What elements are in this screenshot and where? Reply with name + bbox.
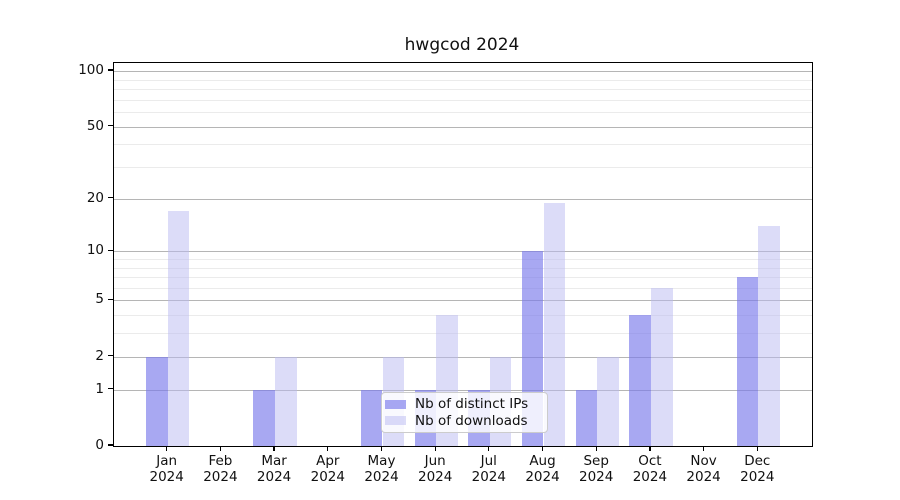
bar-distinct-ips-dec [736, 277, 759, 446]
x-axis-tick [649, 446, 651, 451]
bar-downloads-sep [597, 356, 619, 446]
legend: Nb of distinct IPs Nb of downloads [381, 392, 548, 433]
bar-downloads-jan [167, 211, 190, 446]
x-axis-tick-label: Dec 2024 [740, 453, 775, 485]
y-axis-tick [108, 196, 113, 199]
gridline-minor [114, 79, 812, 81]
x-axis-tick [595, 446, 597, 451]
chart-title: hwgcod 2024 [404, 35, 520, 55]
bar-downloads-oct [650, 287, 673, 446]
y-axis-tick [108, 355, 113, 357]
x-axis-tick [434, 446, 436, 451]
legend-item-downloads: Nb of downloads [385, 413, 539, 430]
gridline-minor [114, 88, 812, 90]
bar-downloads-dec [758, 226, 780, 446]
y-axis-tick [108, 69, 113, 71]
y-axis-tick-label: 50 [86, 117, 104, 134]
y-axis-tick-label: 0 [95, 437, 104, 453]
x-axis-tick [541, 446, 544, 451]
bar-distinct-ips-oct [629, 315, 651, 446]
legend-swatch-distinct-ips [385, 399, 406, 409]
bar-distinct-ips-jan [146, 356, 168, 446]
gridline-major [114, 71, 812, 72]
y-axis-tick-label: 5 [95, 291, 104, 308]
gridline-minor [114, 287, 812, 289]
y-axis-tick-label: 1 [95, 380, 104, 397]
y-axis-tick [108, 444, 113, 446]
y-axis-tick [108, 249, 113, 251]
bar-downloads-mar [275, 356, 297, 446]
gridline-minor [114, 167, 812, 168]
gridline-minor [114, 267, 812, 269]
x-axis-tick-label: Aug 2024 [525, 453, 560, 485]
y-axis-tick-label: 2 [95, 347, 104, 364]
y-axis-tick [108, 124, 113, 127]
gridline-major [114, 198, 812, 200]
plot-area [113, 62, 813, 447]
bar-distinct-ips-sep [575, 389, 598, 446]
x-axis-tick [273, 446, 275, 451]
x-axis-tick [219, 446, 222, 451]
x-axis-tick-label: Jul 2024 [471, 453, 506, 485]
gridline-major [114, 389, 812, 391]
y-axis-tick [108, 298, 113, 301]
gridline-major [114, 126, 812, 128]
y-axis-tick-label: 100 [78, 62, 104, 78]
legend-label-downloads: Nb of downloads [415, 412, 528, 429]
gridline-minor [114, 315, 812, 317]
gridline-major [114, 300, 812, 302]
x-axis-tick [166, 446, 168, 451]
legend-label-distinct-ips: Nb of distinct IPs [415, 396, 529, 413]
legend-swatch-downloads [385, 416, 406, 426]
gridline-minor [114, 333, 812, 335]
x-axis-tick-label: Jan 2024 [149, 453, 184, 485]
legend-item-distinct-ips: Nb of distinct IPs [385, 396, 539, 413]
y-axis-tick-label: 20 [86, 189, 104, 206]
y-axis-tick [108, 388, 113, 390]
x-axis-tick-label: Mar 2024 [256, 453, 292, 485]
x-axis-tick-label: Apr 2024 [310, 453, 345, 485]
gridline-minor [114, 258, 812, 260]
gridline-major [114, 356, 812, 358]
x-axis-tick-label: Nov 2024 [686, 453, 721, 485]
x-axis-tick [327, 446, 329, 451]
x-axis-tick [702, 446, 705, 451]
gridline-minor [114, 99, 812, 101]
x-axis-tick-label: Oct 2024 [632, 453, 668, 485]
gridline-minor [114, 144, 812, 146]
x-axis-tick [488, 446, 490, 451]
x-axis-tick-label: May 2024 [364, 453, 399, 485]
y-axis-tick-label: 10 [86, 242, 104, 259]
bar-distinct-ips-may [360, 389, 383, 446]
x-axis-tick-label: Sep 2024 [579, 453, 614, 485]
bar-distinct-ips-mar [253, 389, 276, 446]
x-axis-tick-label: Jun 2024 [418, 453, 453, 485]
gridline-major [114, 251, 812, 253]
x-axis-tick-label: Feb 2024 [203, 453, 238, 485]
x-axis-tick [380, 446, 383, 451]
x-axis-tick [756, 446, 758, 451]
gridline-minor [114, 112, 812, 113]
gridline-minor [114, 277, 812, 278]
bar-downloads-aug [543, 202, 566, 446]
